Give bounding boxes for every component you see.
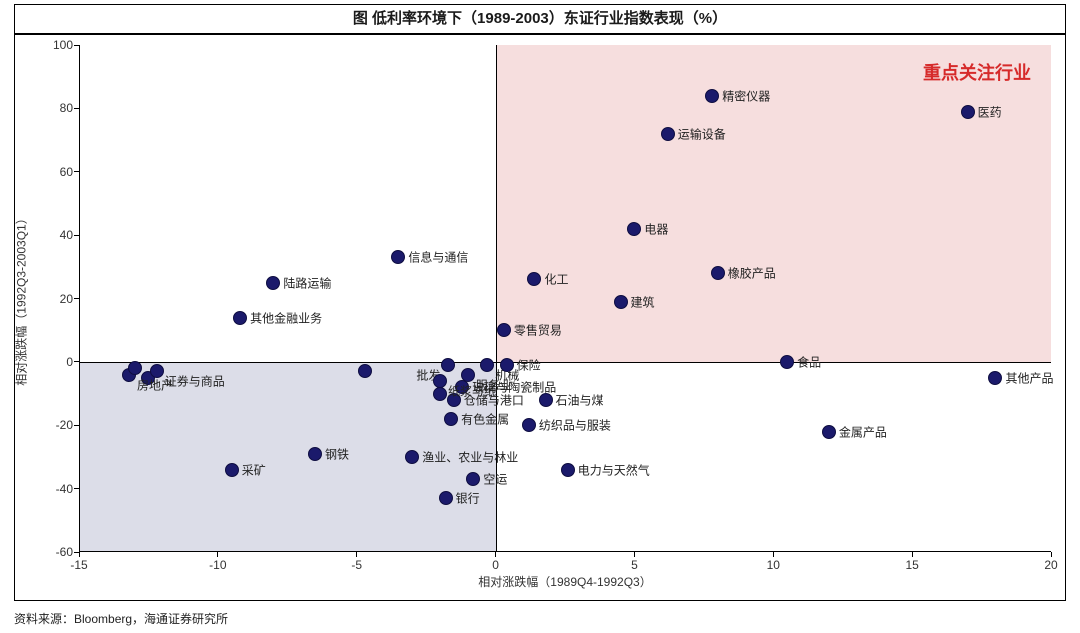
data-label: 其他产品 <box>1005 369 1053 386</box>
y-tick: 40 <box>33 228 73 242</box>
data-label: 金属产品 <box>839 423 887 440</box>
data-point <box>627 222 641 236</box>
plot-area: 相对涨跌幅（1992Q3-2003Q1） 相对涨跌幅（1989Q4-1992Q3… <box>79 45 1051 552</box>
x-tick: 10 <box>767 558 780 572</box>
data-point <box>961 105 975 119</box>
data-label: 电力与天然气 <box>578 461 650 478</box>
data-label: 零售贸易 <box>514 322 562 339</box>
data-label: 银行 <box>456 490 480 507</box>
data-point <box>405 450 419 464</box>
source-text: 资料来源：Bloomberg，海通证券研究所 <box>14 610 228 627</box>
chart-title: 图 低利率环境下（1989-2003）东证行业指数表现（%） <box>14 4 1066 34</box>
data-label: 精密仪器 <box>722 87 770 104</box>
data-label: 采矿 <box>242 461 266 478</box>
data-point <box>128 361 142 375</box>
data-point <box>150 364 164 378</box>
data-point <box>439 491 453 505</box>
x-axis-label: 相对涨跌幅（1989Q4-1992Q3） <box>478 573 651 590</box>
y-zero-line <box>79 362 1051 363</box>
data-point <box>711 266 725 280</box>
y-axis-label: 相对涨跌幅（1992Q3-2003Q1） <box>13 212 30 385</box>
data-label: 证券与商品 <box>165 373 225 390</box>
data-label: 钢铁 <box>325 445 349 462</box>
data-point <box>614 295 628 309</box>
data-label: 纺织品与服装 <box>539 417 611 434</box>
x-tick: -5 <box>351 558 362 572</box>
data-point <box>780 355 794 369</box>
data-label: 陆路运输 <box>283 274 331 291</box>
focus-label: 重点关注行业 <box>923 59 1031 85</box>
data-point <box>561 463 575 477</box>
data-label: 化工 <box>544 271 568 288</box>
x-tick: -10 <box>209 558 226 572</box>
y-tick: 0 <box>33 355 73 369</box>
y-tick: 20 <box>33 292 73 306</box>
data-point <box>391 250 405 264</box>
data-point <box>266 276 280 290</box>
data-point <box>466 472 480 486</box>
quadrant-upper-right <box>496 45 1051 362</box>
data-point <box>527 272 541 286</box>
data-label: 其他金融业务 <box>250 309 322 326</box>
data-label: 有色金属 <box>461 410 509 427</box>
y-tick: -20 <box>33 418 73 432</box>
data-label: 渔业、农业与林业 <box>422 448 518 465</box>
data-point <box>988 371 1002 385</box>
data-label: 纸浆与纸 <box>448 382 496 399</box>
data-point <box>233 311 247 325</box>
data-point <box>822 425 836 439</box>
data-point <box>480 358 494 372</box>
data-point <box>441 358 455 372</box>
data-point <box>500 358 514 372</box>
data-label: 运输设备 <box>678 125 726 142</box>
chart-frame: 相对涨跌幅（1992Q3-2003Q1） 相对涨跌幅（1989Q4-1992Q3… <box>14 34 1066 601</box>
data-point <box>661 127 675 141</box>
y-tick: 80 <box>33 101 73 115</box>
data-point <box>705 89 719 103</box>
data-label: 空运 <box>483 471 507 488</box>
y-tick: -40 <box>33 482 73 496</box>
data-point <box>522 418 536 432</box>
x-tick: 0 <box>492 558 499 572</box>
data-point <box>497 323 511 337</box>
data-point <box>225 463 239 477</box>
data-label: 建筑 <box>631 293 655 310</box>
data-label: 橡胶产品 <box>728 265 776 282</box>
y-tick: 60 <box>33 165 73 179</box>
data-label: 电器 <box>644 220 668 237</box>
data-point <box>358 364 372 378</box>
data-label: 医药 <box>978 103 1002 120</box>
data-label: 石油与煤 <box>556 391 604 408</box>
data-label: 信息与通信 <box>408 249 468 266</box>
data-point <box>433 374 447 388</box>
data-label: 保险 <box>517 357 541 374</box>
data-label: 食品 <box>797 353 821 370</box>
data-point <box>444 412 458 426</box>
x-tick: -15 <box>70 558 87 572</box>
x-tick: 5 <box>631 558 638 572</box>
x-tick: 15 <box>905 558 918 572</box>
data-point <box>433 387 447 401</box>
y-tick: 100 <box>33 38 73 52</box>
data-point <box>308 447 322 461</box>
y-tick: -60 <box>33 545 73 559</box>
x-tick: 20 <box>1044 558 1057 572</box>
